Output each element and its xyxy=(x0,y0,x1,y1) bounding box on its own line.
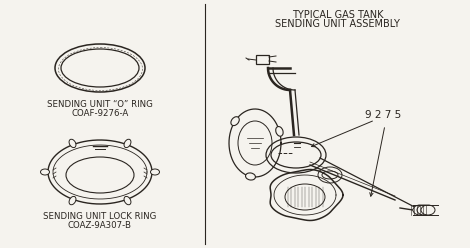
Ellipse shape xyxy=(421,205,435,215)
Ellipse shape xyxy=(124,139,131,148)
Text: SENDING UNIT “O” RING: SENDING UNIT “O” RING xyxy=(47,100,153,109)
Ellipse shape xyxy=(69,196,76,205)
Ellipse shape xyxy=(245,173,256,180)
FancyBboxPatch shape xyxy=(256,55,269,64)
Text: TYPICAL GAS TANK: TYPICAL GAS TANK xyxy=(292,10,383,20)
Ellipse shape xyxy=(124,196,131,205)
Ellipse shape xyxy=(413,205,427,215)
Text: SENDING UNIT ASSEMBLY: SENDING UNIT ASSEMBLY xyxy=(275,19,400,29)
Text: COAF-9276-A: COAF-9276-A xyxy=(71,109,129,118)
Ellipse shape xyxy=(40,169,49,175)
Text: COAZ-9A307-B: COAZ-9A307-B xyxy=(68,221,132,230)
Ellipse shape xyxy=(69,139,76,148)
Ellipse shape xyxy=(417,205,431,215)
Ellipse shape xyxy=(231,117,239,125)
Ellipse shape xyxy=(276,126,283,136)
Ellipse shape xyxy=(150,169,159,175)
Text: SENDING UNIT LOCK RING: SENDING UNIT LOCK RING xyxy=(43,212,157,221)
Text: 9 2 7 5: 9 2 7 5 xyxy=(365,110,401,120)
